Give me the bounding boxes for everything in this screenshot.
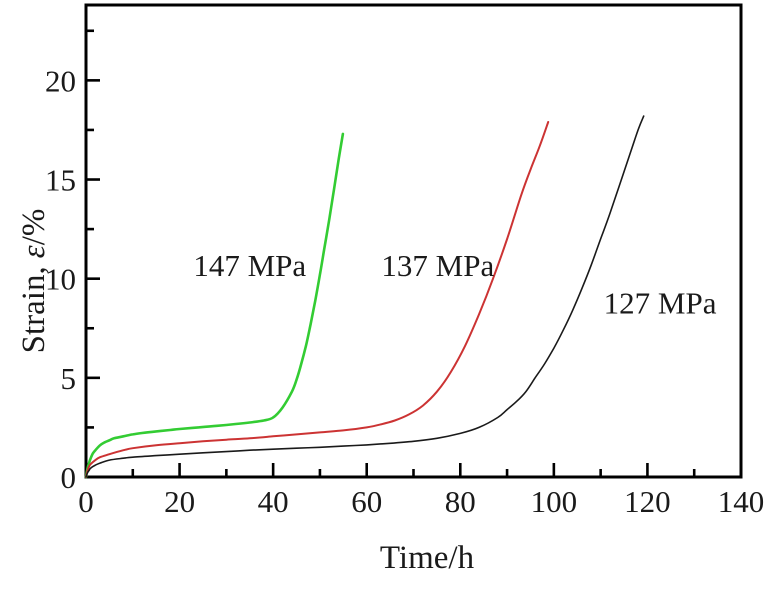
x-tick-label: 60	[351, 484, 382, 519]
y-axis-label: Strain, ε/%	[16, 209, 52, 354]
curve-label-127-mpa: 127 MPa	[604, 285, 717, 320]
curve-137-mpa	[85, 121, 550, 478]
x-tick-label: 140	[718, 484, 765, 519]
y-axis-label-epsilon-symbol: ε	[16, 245, 52, 258]
y-axis-label-suffix: /%	[16, 209, 52, 246]
x-tick-label: 80	[445, 484, 476, 519]
curve-127-mpa	[85, 115, 645, 478]
y-tick-label: 15	[45, 163, 76, 198]
y-tick-label: 5	[61, 361, 77, 396]
x-axis-label: Time/h	[380, 540, 475, 576]
creep-curves	[84, 115, 645, 479]
x-tick-label: 0	[78, 484, 94, 519]
plot-frame	[84, 3, 743, 479]
axis-tick-labels: 0 20 40 60 80 100 120 140 0 5 10 15 20	[45, 63, 764, 519]
x-tick-label: 120	[624, 484, 671, 519]
y-tick-label: 20	[45, 63, 76, 98]
curve-label-147-mpa: 147 MPa	[193, 248, 306, 283]
curve-147-mpa	[84, 132, 345, 479]
axis-ticks	[84, 29, 743, 479]
y-tick-label: 0	[61, 460, 77, 495]
y-axis-label-prefix: Strain,	[16, 266, 52, 353]
x-tick-label: 20	[164, 484, 195, 519]
curve-labels: 147 MPa 137 MPa 127 MPa	[193, 248, 716, 321]
curve-label-137-mpa: 137 MPa	[381, 248, 494, 283]
x-tick-label: 40	[258, 484, 289, 519]
x-tick-label: 100	[531, 484, 578, 519]
y-tick-label: 10	[45, 262, 76, 297]
